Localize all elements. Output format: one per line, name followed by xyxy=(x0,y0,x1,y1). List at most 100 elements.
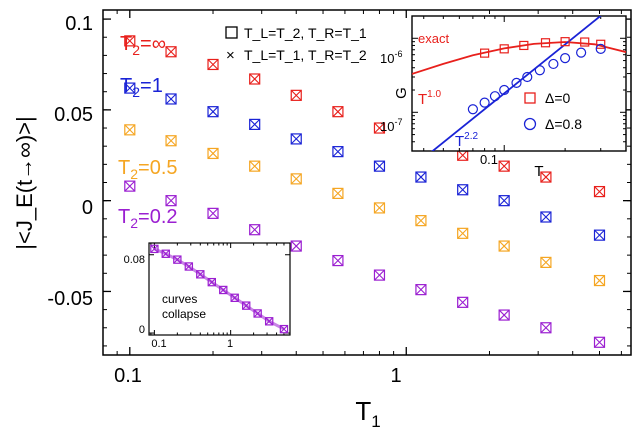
point-series-2-5 xyxy=(332,187,344,199)
point-series-0-3-box xyxy=(249,73,261,85)
point-series-2-10-cross xyxy=(540,257,552,268)
point-series-3-6-cross xyxy=(374,269,385,281)
point-series-0-9-box xyxy=(498,160,510,172)
point-series-0-1-box xyxy=(165,46,177,58)
inset2-point-8 xyxy=(242,301,251,310)
point-series-0-0-box xyxy=(124,35,136,47)
point-series-3-4-cross xyxy=(290,240,302,252)
inset-collapse: 0.08 0 0.1 1 curves collapse xyxy=(124,242,291,350)
inset-circle-point-8 xyxy=(560,52,571,64)
point-series-1-11-box xyxy=(593,229,606,241)
point-series-3-4-box xyxy=(290,240,302,252)
point-series-2-9-box xyxy=(498,240,510,252)
inset-collapse-ticks xyxy=(149,243,291,335)
inset-square-point-6 xyxy=(596,39,606,49)
inset2-point-4-cross xyxy=(196,270,205,279)
point-series-3-10-cross xyxy=(540,322,552,334)
point-series-1-0-box xyxy=(124,82,136,94)
point-series-0-0 xyxy=(124,35,136,47)
point-series-2-0 xyxy=(124,124,136,136)
point-series-2-10 xyxy=(540,256,552,268)
point-series-0-2-box xyxy=(207,58,219,71)
point-series-1-5-cross xyxy=(332,146,344,158)
point-series-2-4-cross xyxy=(290,173,302,185)
point-series-1-9-cross xyxy=(498,195,510,207)
point-series-2-5-box xyxy=(332,187,344,199)
point-series-3-1 xyxy=(165,195,177,207)
inset2-annotation-line2: collapse xyxy=(162,307,206,321)
point-series-0-11 xyxy=(593,185,606,198)
point-series-3-8 xyxy=(457,296,469,308)
inset2-point-1-box xyxy=(161,249,170,258)
inset-circle-point-4 xyxy=(511,77,522,88)
legend-marker-x: × xyxy=(226,47,235,64)
inset-annotation-t2.2: T2.2 xyxy=(455,131,479,150)
point-series-3-0 xyxy=(124,180,136,192)
point-series-1-1-box xyxy=(165,93,177,105)
point-series-3-2-cross xyxy=(207,207,219,219)
point-series-2-8 xyxy=(457,227,469,239)
inset2-point-2 xyxy=(173,255,182,264)
inset2-point-10 xyxy=(264,317,274,326)
point-series-0-6-box xyxy=(373,122,386,134)
inset-annotation-exact: exact xyxy=(418,31,449,46)
inset2-point-11-cross xyxy=(279,325,288,334)
point-series-2-7-box xyxy=(415,215,427,227)
point-series-1-2-box xyxy=(207,106,219,118)
inset2-point-7 xyxy=(230,293,239,303)
point-series-1-1 xyxy=(165,93,177,105)
point-series-0-3 xyxy=(249,73,261,85)
point-series-3-10-box xyxy=(540,322,552,334)
point-series-3-11-box xyxy=(593,336,606,348)
point-series-2-3-box xyxy=(249,160,261,172)
point-series-1-8 xyxy=(457,184,469,196)
point-series-1-7-box xyxy=(415,171,427,183)
inset2-point-9-cross xyxy=(253,309,262,318)
inset2-point-2-cross xyxy=(173,255,182,264)
point-series-0-11-box xyxy=(593,185,606,198)
inset2-point-7-box xyxy=(230,293,239,303)
inset2-annotation-line1: curves xyxy=(162,292,197,306)
inset2-point-5-box xyxy=(207,277,216,287)
inset2-point-8-cross xyxy=(242,301,251,310)
point-series-1-11 xyxy=(593,229,606,241)
point-series-1-5 xyxy=(332,146,344,158)
point-series-3-0-cross xyxy=(124,180,136,192)
point-series-3-3-box xyxy=(249,224,261,236)
inset-y-tick-1e-7: 10-7 xyxy=(380,117,402,134)
point-series-2-9-cross xyxy=(498,240,510,252)
point-series-3-3 xyxy=(249,224,261,236)
point-series-1-0 xyxy=(124,82,136,94)
inset2-y-tick-0: 0 xyxy=(139,324,145,336)
inset2-point-6-box xyxy=(219,285,228,295)
inset-legend-label-delta0: Δ=0 xyxy=(545,90,571,106)
inset2-point-8-box xyxy=(242,301,251,310)
inset-y-tick-1e-6: 10-6 xyxy=(380,49,402,66)
inset-circle-point-10 xyxy=(595,43,606,54)
point-series-0-11-cross xyxy=(594,186,605,197)
inset2-point-9 xyxy=(253,309,262,318)
point-series-0-5-cross xyxy=(332,106,344,118)
inset-legend-label-delta0.8: Δ=0.8 xyxy=(545,116,582,132)
point-series-0-5-box xyxy=(332,106,344,118)
inset-square-point-3 xyxy=(540,38,551,48)
point-series-3-11-cross xyxy=(594,336,605,348)
point-series-2-2 xyxy=(207,147,219,160)
point-series-1-2 xyxy=(207,106,219,118)
point-series-1-3 xyxy=(249,118,261,130)
point-series-2-11-box xyxy=(593,274,606,287)
point-series-1-2-cross xyxy=(207,106,219,118)
legend-marker-square xyxy=(225,26,238,39)
inset2-point-1-cross xyxy=(161,249,170,258)
point-series-2-11-cross xyxy=(594,275,605,286)
point-series-2-3 xyxy=(249,160,261,172)
point-series-0-10 xyxy=(540,171,552,183)
point-series-2-4 xyxy=(290,173,302,185)
inset-square-point-0 xyxy=(480,48,490,58)
point-series-3-1-box xyxy=(165,195,177,207)
point-series-1-0-cross xyxy=(124,82,136,94)
inset-conductance: 10-6 10-7 0.1 T G exact T1.0 T2.2 Δ=0 Δ=… xyxy=(380,15,627,180)
point-series-3-2-box xyxy=(207,207,219,219)
point-series-2-2-cross xyxy=(207,148,219,159)
point-series-1-10-box xyxy=(540,211,552,223)
